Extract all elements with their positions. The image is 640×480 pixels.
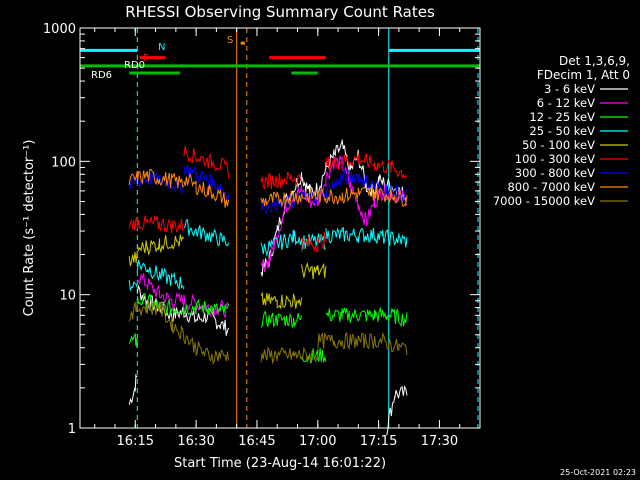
- x-tick-label: 16:30: [177, 434, 214, 449]
- y-tick-label: 1000: [43, 22, 76, 37]
- legend-entry-label: 3 - 6 keV: [544, 82, 595, 96]
- legend-entry-label: 50 - 100 keV: [522, 138, 595, 152]
- legend-entry-label: 6 - 12 keV: [537, 96, 595, 110]
- series-4-segment-0: [128, 250, 138, 267]
- series-3: [128, 218, 408, 291]
- flag-label-rd6: RD6: [91, 70, 112, 81]
- series-4: [128, 234, 327, 310]
- series-0-segment-2: [260, 139, 408, 277]
- series-5-segment-4: [325, 153, 408, 179]
- flag-label-n: N: [158, 42, 165, 53]
- series-6-segment-1: [183, 164, 230, 203]
- series-2-segment-0: [128, 333, 138, 348]
- series-7-segment-2: [260, 186, 408, 208]
- series-8-segment-2: [317, 331, 408, 356]
- flag-label-s: S: [227, 35, 233, 46]
- x-tick-label: 16:15: [117, 434, 154, 449]
- series-7-segment-1: [183, 172, 230, 208]
- flag-label-rd0: RD0: [124, 60, 145, 71]
- series-7: [128, 168, 408, 208]
- series-2-segment-2: [260, 311, 303, 328]
- series-3-segment-1: [136, 259, 185, 291]
- series-3-segment-2: [183, 218, 230, 247]
- legend-entry-label: 25 - 50 keV: [529, 124, 595, 138]
- series-0-segment-0: [128, 373, 138, 405]
- plot-frame: [79, 27, 481, 429]
- series-0: [128, 139, 408, 436]
- series-0-segment-3: [386, 385, 408, 436]
- legend-entry-label: 7000 - 15000 keV: [493, 194, 595, 208]
- series-7-segment-0: [128, 168, 185, 189]
- y-tick-label: 10: [59, 289, 76, 304]
- series-8: [128, 300, 408, 366]
- series-8-segment-1: [260, 346, 318, 365]
- series-5: [128, 145, 408, 253]
- timestamp: 25-Oct-2021 02:23: [560, 468, 636, 477]
- x-tick-label: 17:30: [421, 434, 458, 449]
- flag-label-f: F: [143, 53, 149, 64]
- series-3-segment-5: [325, 226, 408, 248]
- series-4-segment-1: [136, 234, 185, 256]
- chart-title: RHESSI Observing Summary Count Rates: [125, 3, 435, 21]
- x-tick-label: 17:15: [360, 434, 397, 449]
- legend-header-line: FDecim 1, Att 0: [537, 68, 630, 82]
- x-tick-label: 17:00: [299, 434, 336, 449]
- legend-entry-label: 300 - 800 keV: [515, 166, 595, 180]
- series-4-segment-3: [301, 261, 327, 279]
- series-5-segment-3: [301, 232, 327, 253]
- y-tick-label: 1: [68, 422, 76, 437]
- series-3-segment-3: [260, 229, 303, 257]
- y-axis-label: Count Rate (s⁻¹ detector⁻¹): [22, 140, 37, 317]
- series-5-segment-0: [128, 215, 185, 234]
- series-5-segment-1: [183, 145, 230, 179]
- legend-header-line: Det 1,3,6,9,: [559, 54, 630, 68]
- series-3-segment-0: [128, 279, 138, 291]
- series-2-segment-4: [325, 306, 408, 328]
- x-tick-label: 16:45: [238, 434, 275, 449]
- x-axis-label: Start Time (23-Aug-14 16:01:22): [174, 456, 386, 471]
- series-5-segment-2: [260, 171, 303, 190]
- y-tick-label: 100: [51, 155, 76, 170]
- legend-entry-label: 100 - 300 keV: [515, 152, 595, 166]
- series-4-segment-2: [260, 291, 303, 310]
- legend-entry-label: 12 - 25 keV: [529, 110, 595, 124]
- series-8-segment-0: [128, 300, 230, 366]
- legend-entry-label: 800 - 7000 keV: [507, 180, 595, 194]
